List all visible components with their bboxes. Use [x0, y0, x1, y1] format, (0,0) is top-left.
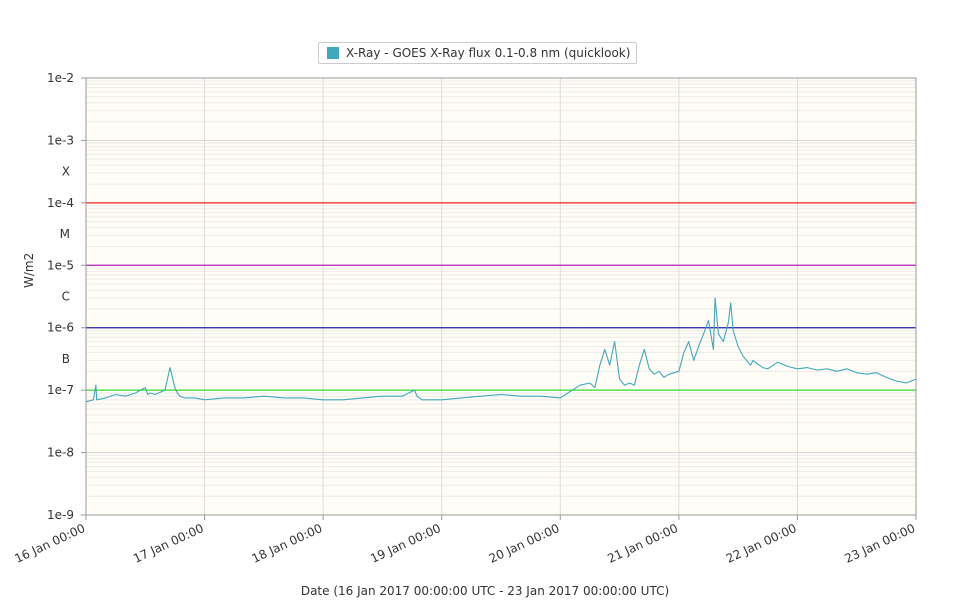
y-tick-label: 1e-4	[47, 196, 74, 210]
flare-class-label: M	[60, 227, 70, 241]
y-tick-label: 1e-3	[47, 133, 74, 147]
legend[interactable]: X-Ray - GOES X-Ray flux 0.1-0.8 nm (quic…	[318, 42, 638, 64]
plot-border	[85, 77, 917, 516]
y-tick-label: 1e-6	[47, 321, 74, 335]
flare-class-label: C	[62, 290, 70, 304]
y-tick-label: 1e-7	[47, 383, 74, 397]
x-axis-label: Date (16 Jan 2017 00:00:00 UTC - 23 Jan …	[300, 584, 670, 598]
y-axis-label: W/m2	[22, 252, 36, 288]
x-tick-label: 23 Jan 00:00	[842, 521, 917, 566]
minor-gridlines	[86, 80, 916, 497]
y-tick-label: 1e-2	[47, 71, 74, 85]
plot-background	[86, 78, 916, 515]
series-group	[85, 297, 917, 403]
y-tick-label: 1e-9	[47, 508, 74, 522]
legend-label: X-Ray - GOES X-Ray flux 0.1-0.8 nm (quic…	[346, 46, 631, 60]
series-line	[85, 297, 917, 403]
flare-class-label: B	[62, 352, 70, 366]
x-axis-ticks: 16 Jan 00:00 17 Jan 00:00 18 Jan 00:00 19 J…	[12, 515, 917, 566]
x-tick-label: 17 Jan 00:00	[131, 521, 206, 566]
x-tick-label: 21 Jan 00:00	[605, 521, 680, 566]
legend-swatch	[327, 47, 339, 59]
y-axis-ticks: 1e-9 1e-8 1e-7 1e-6 1e-5 1e-4 1e-3 1e-2 B C M X	[47, 71, 86, 522]
x-tick-label: 19 Jan 00:00	[368, 521, 443, 566]
x-tick-label: 16 Jan 00:00	[12, 521, 87, 566]
y-tick-label: 1e-8	[47, 446, 74, 460]
x-tick-label: 20 Jan 00:00	[487, 521, 562, 566]
y-tick-label: 1e-5	[47, 258, 74, 272]
x-tick-label: 22 Jan 00:00	[724, 521, 799, 566]
flare-class-label: X	[62, 165, 70, 179]
flare-class-thresholds	[86, 202, 916, 391]
x-tick-label: 18 Jan 00:00	[250, 521, 325, 566]
